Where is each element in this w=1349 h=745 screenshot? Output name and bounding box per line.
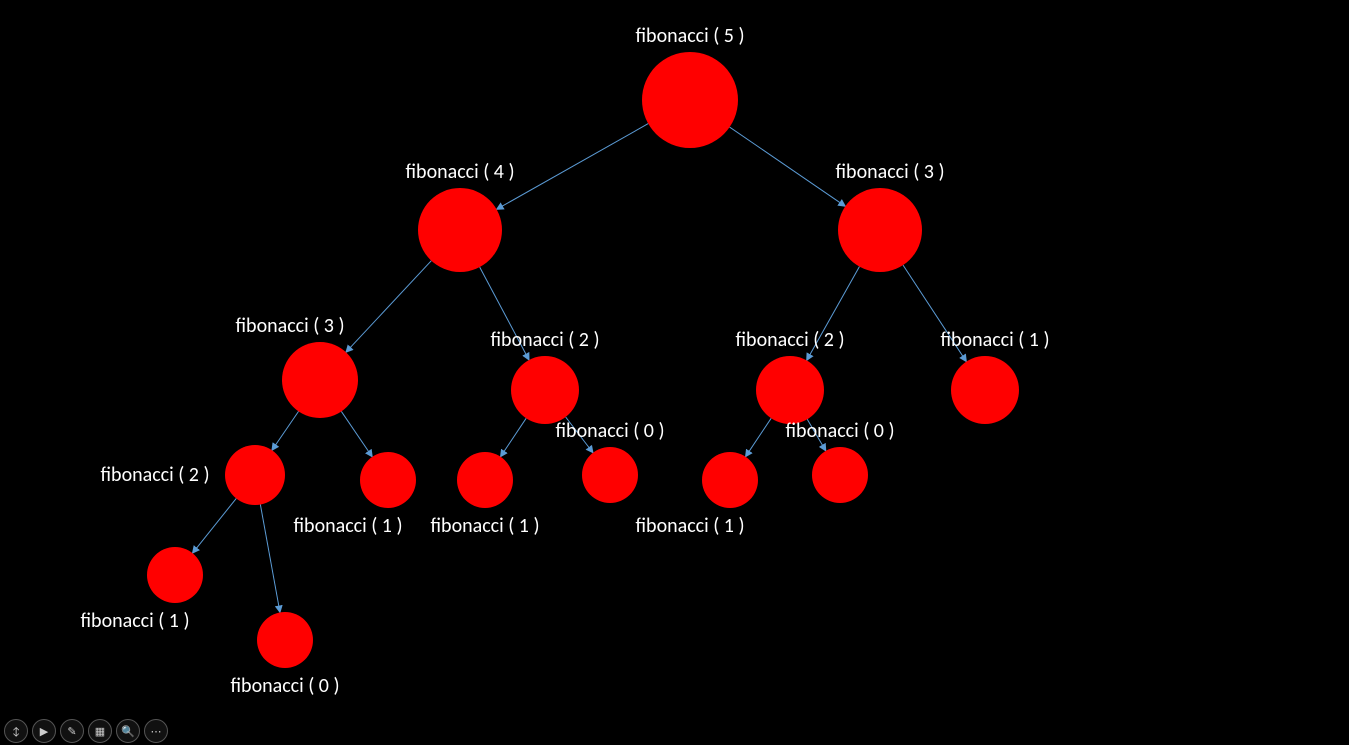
bottom-toolbar: ↕▶✎▦🔍⋯ xyxy=(4,719,168,743)
tree-node xyxy=(257,612,313,668)
edge xyxy=(730,127,846,206)
node-label: fibonacci ( 4 ) xyxy=(405,160,514,184)
node-label: fibonacci ( 2 ) xyxy=(735,328,844,352)
edge xyxy=(260,505,280,613)
tree-node xyxy=(582,447,638,503)
edge xyxy=(346,261,431,353)
grid-icon[interactable]: ▦ xyxy=(88,719,112,743)
edge xyxy=(272,411,299,450)
node-label: fibonacci ( 0 ) xyxy=(785,419,894,443)
tree-node xyxy=(756,356,824,424)
search-icon[interactable]: 🔍 xyxy=(116,719,140,743)
node-label: fibonacci ( 3 ) xyxy=(835,160,944,184)
edge xyxy=(497,124,649,210)
tree-node xyxy=(951,356,1019,424)
node-label: fibonacci ( 1 ) xyxy=(430,514,539,538)
diagram-canvas: fibonacci ( 5 ) fibonacci ( 4 ) fibonacci … xyxy=(0,0,1349,745)
node-label: fibonacci ( 2 ) xyxy=(100,463,209,487)
tree-node xyxy=(457,452,513,508)
node-label: fibonacci ( 2 ) xyxy=(490,328,599,352)
tree-node xyxy=(147,547,203,603)
tree-node xyxy=(511,356,579,424)
pen-icon[interactable]: ✎ xyxy=(60,719,84,743)
edge xyxy=(746,418,772,456)
edge xyxy=(501,418,527,456)
node-label: fibonacci ( 1 ) xyxy=(80,609,189,633)
tree-node xyxy=(282,342,358,418)
tree-node xyxy=(225,445,285,505)
edge xyxy=(192,498,236,553)
node-label: fibonacci ( 5 ) xyxy=(635,24,744,48)
tree-node xyxy=(642,52,738,148)
node-label: fibonacci ( 1 ) xyxy=(635,514,744,538)
tree-node xyxy=(838,188,922,272)
tree-node xyxy=(812,447,868,503)
node-label: fibonacci ( 3 ) xyxy=(235,314,344,338)
tree-node xyxy=(702,452,758,508)
node-label: fibonacci ( 1 ) xyxy=(940,328,1049,352)
arrow-icon[interactable]: ↕ xyxy=(4,719,28,743)
next-icon[interactable]: ▶ xyxy=(32,719,56,743)
tree-node xyxy=(418,188,502,272)
edge xyxy=(341,411,372,456)
tree-node xyxy=(360,452,416,508)
node-label: fibonacci ( 0 ) xyxy=(230,674,339,698)
node-label: fibonacci ( 1 ) xyxy=(293,514,402,538)
more-icon[interactable]: ⋯ xyxy=(144,719,168,743)
node-label: fibonacci ( 0 ) xyxy=(555,419,664,443)
